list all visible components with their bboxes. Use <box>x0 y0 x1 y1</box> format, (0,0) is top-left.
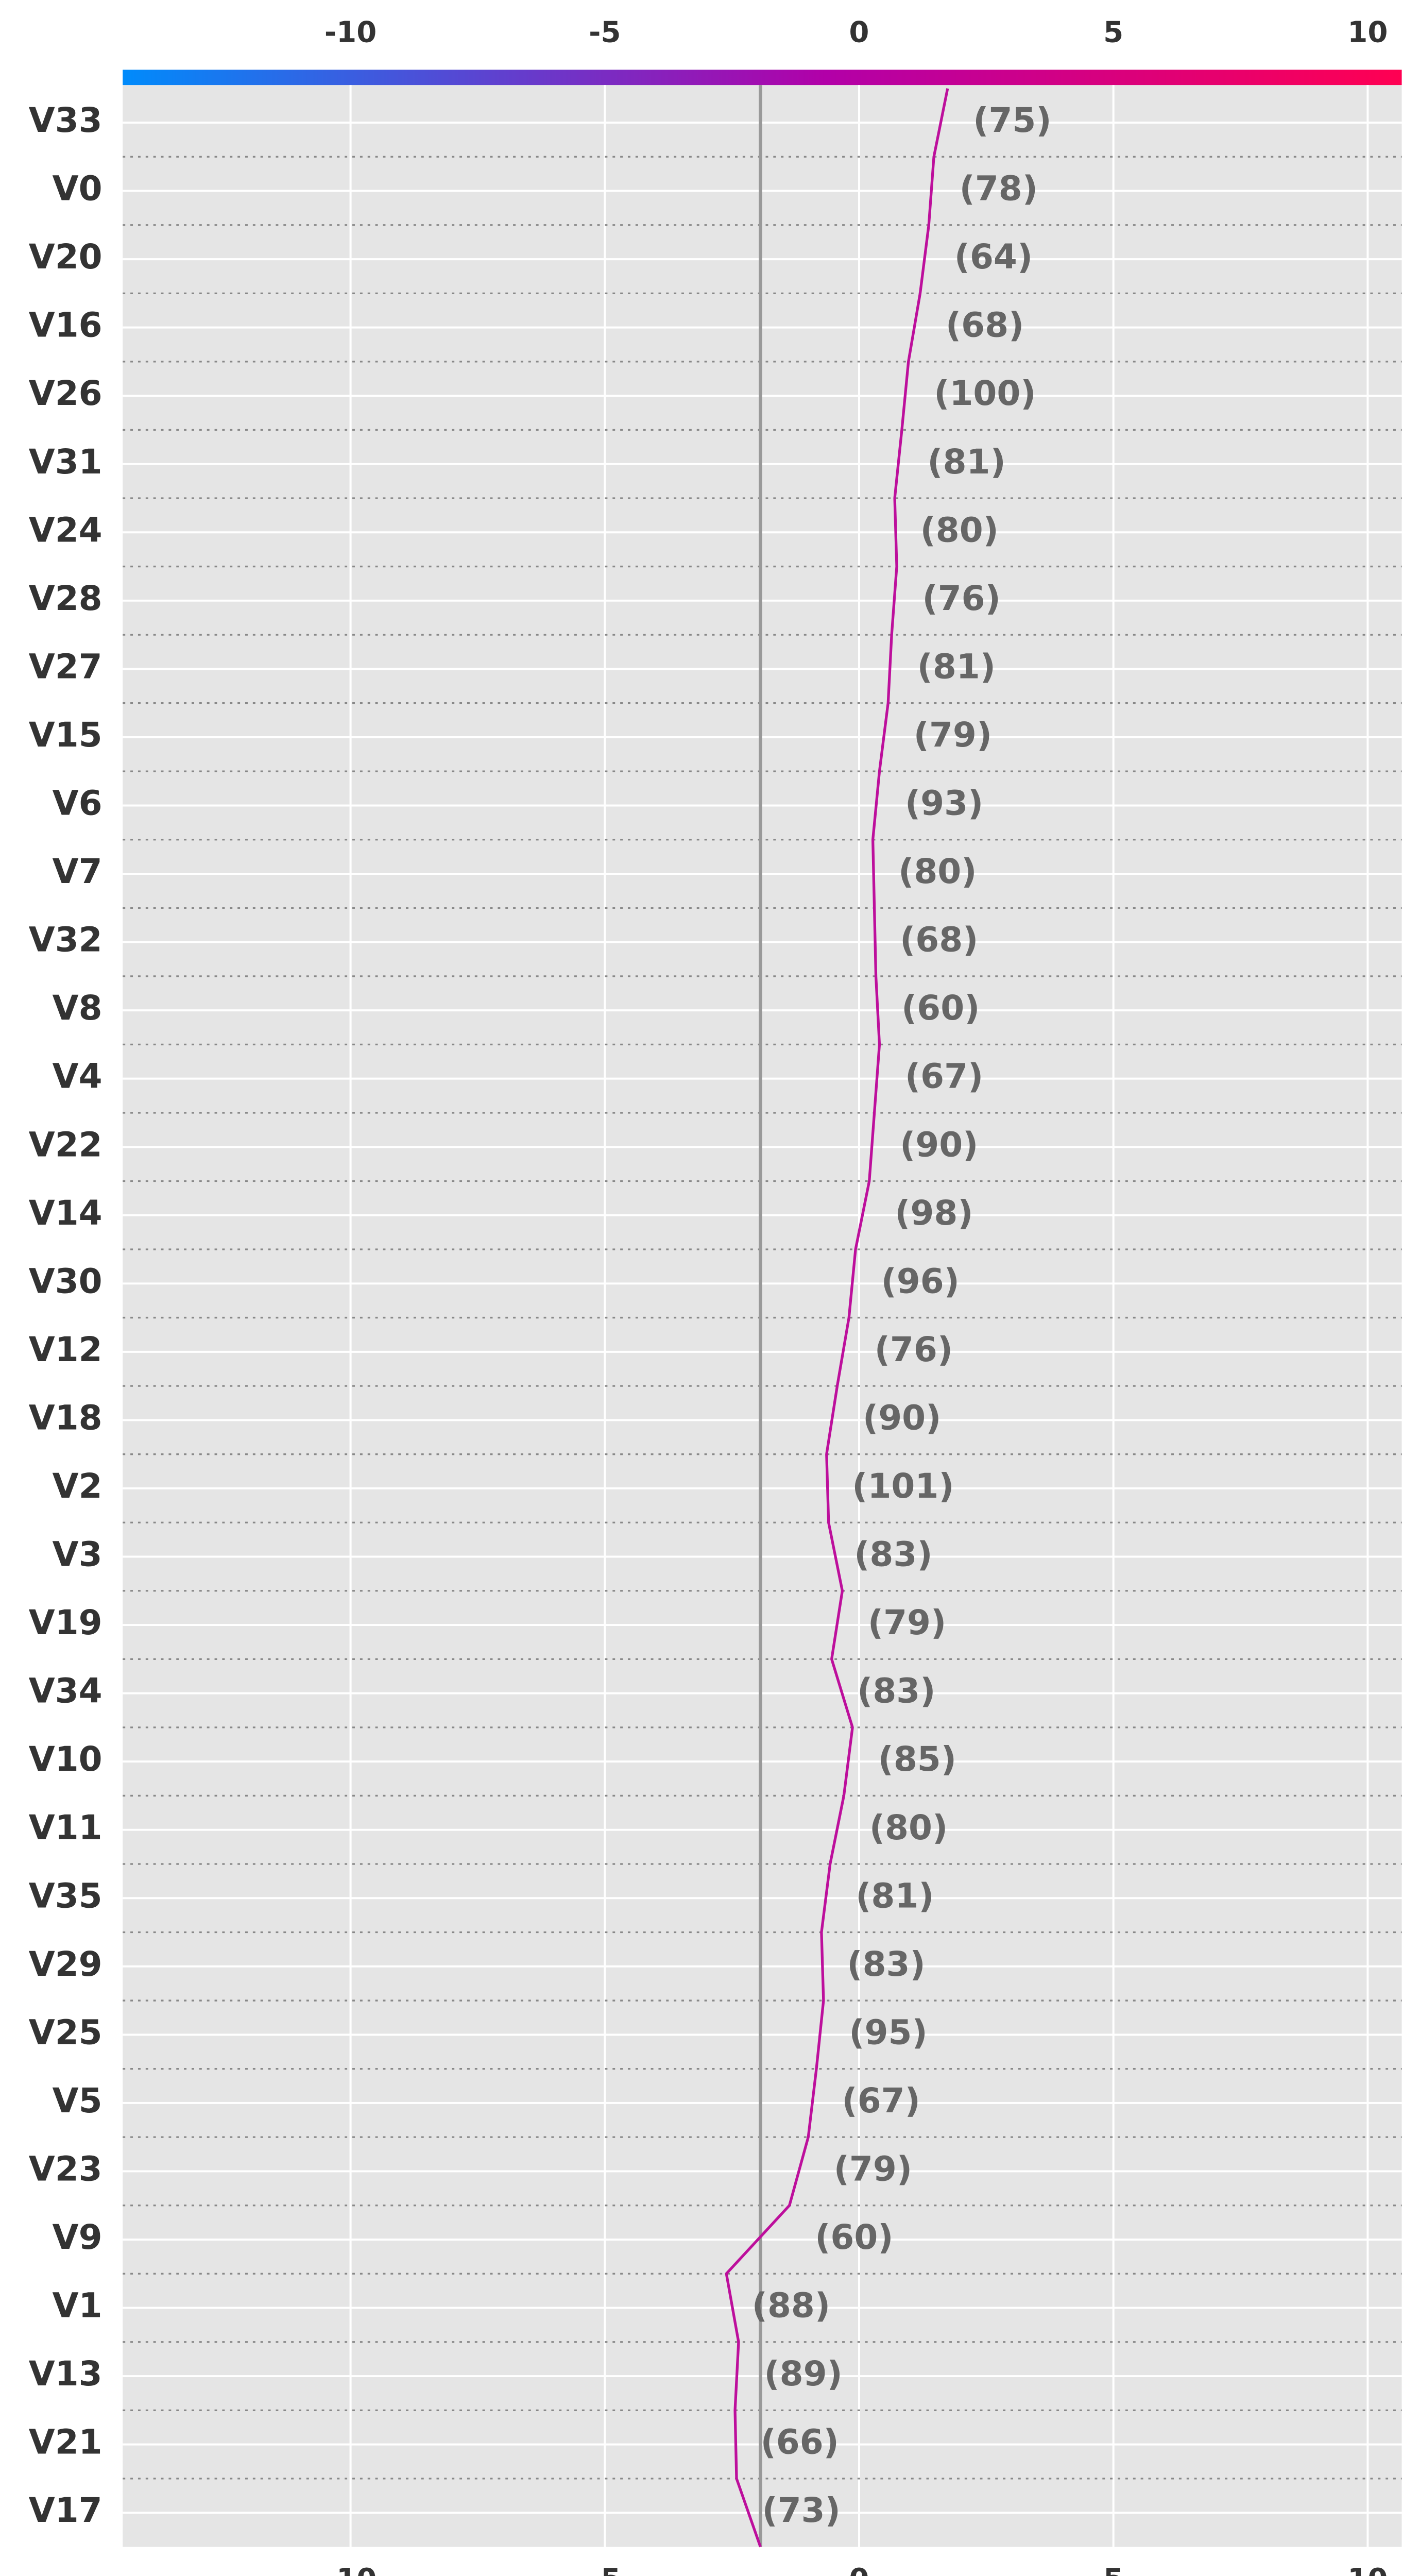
feature-value-label: (88) <box>752 2286 830 2326</box>
y-tick-label: V29 <box>29 1944 102 1984</box>
feature-value-label: (60) <box>815 2217 893 2257</box>
y-tick-label: V26 <box>29 374 102 413</box>
feature-value-label: (93) <box>905 784 983 823</box>
y-tick-label: V18 <box>29 1398 102 1437</box>
feature-value-label: (98) <box>895 1193 973 1233</box>
y-tick-label: V34 <box>29 1671 102 1711</box>
feature-value-label: (66) <box>761 2422 839 2462</box>
feature-value-label: (67) <box>842 2081 920 2121</box>
y-tick-label: V6 <box>53 784 102 823</box>
feature-value-label: (76) <box>922 579 1001 618</box>
y-tick-label: V24 <box>29 510 102 550</box>
y-tick-label: V15 <box>29 715 102 755</box>
feature-value-label: (85) <box>878 1739 956 1779</box>
feature-value-label: (79) <box>868 1603 946 1642</box>
feature-value-label: (96) <box>881 1261 960 1301</box>
x-tick-label: 5 <box>1103 2563 1123 2576</box>
colorbar <box>123 70 1402 86</box>
feature-value-label: (80) <box>898 852 977 891</box>
y-tick-label: V9 <box>53 2217 102 2257</box>
y-tick-label: V20 <box>29 237 102 277</box>
y-tick-label: V17 <box>29 2490 102 2530</box>
decision-line <box>725 88 949 2548</box>
y-tick-label: V4 <box>53 1057 102 1096</box>
x-tick-label: 10 <box>1347 2563 1388 2576</box>
y-tick-label: V11 <box>29 1808 102 1848</box>
feature-value-label: (90) <box>900 1125 978 1164</box>
x-tick-label-top: -5 <box>589 16 621 49</box>
x-tick-label-top: 5 <box>1103 16 1123 49</box>
y-tick-label: V19 <box>29 1603 102 1642</box>
y-tick-label: V13 <box>29 2354 102 2394</box>
feature-value-label: (64) <box>954 237 1033 277</box>
feature-value-label: (79) <box>834 2149 912 2189</box>
feature-value-label: (83) <box>847 1944 925 1984</box>
y-tick-label: V5 <box>53 2081 102 2121</box>
feature-value-label: (76) <box>875 1330 953 1369</box>
feature-value-label: (80) <box>920 510 999 550</box>
feature-value-label: (81) <box>917 647 996 686</box>
x-tick-label: 0 <box>849 2563 869 2576</box>
x-tick-label: -5 <box>589 2563 621 2576</box>
feature-value-label: (95) <box>849 2012 927 2052</box>
feature-value-label: (68) <box>946 306 1024 345</box>
x-tick-label-top: 10 <box>1347 16 1388 49</box>
y-tick-label: V3 <box>53 1535 102 1574</box>
feature-value-label: (83) <box>857 1671 935 1711</box>
plot-background <box>123 85 1402 2547</box>
y-tick-label: V33 <box>29 100 102 140</box>
y-tick-label: V23 <box>29 2149 102 2189</box>
feature-value-label: (81) <box>856 1876 934 1916</box>
feature-value-label: (89) <box>764 2354 842 2394</box>
feature-value-label: (81) <box>927 442 1005 482</box>
x-tick-label-top: -10 <box>324 16 377 49</box>
y-tick-label: V31 <box>29 442 102 482</box>
y-tick-label: V8 <box>53 988 102 1028</box>
feature-value-label: (73) <box>762 2490 841 2530</box>
y-tick-label: V10 <box>29 1739 102 1779</box>
y-tick-label: V22 <box>29 1125 102 1164</box>
y-tick-label: V21 <box>29 2422 102 2462</box>
y-tick-label: V7 <box>53 852 102 891</box>
y-tick-label: V1 <box>53 2286 102 2326</box>
x-tick-label-top: 0 <box>849 16 869 49</box>
feature-value-label: (100) <box>934 374 1036 413</box>
y-tick-label: V12 <box>29 1330 102 1369</box>
y-tick-label: V14 <box>29 1193 102 1233</box>
feature-value-label: (67) <box>905 1057 983 1096</box>
x-tick-label: -10 <box>324 2563 377 2576</box>
y-tick-label: V2 <box>53 1466 102 1506</box>
y-tick-label: V30 <box>29 1261 102 1301</box>
y-tick-label: V16 <box>29 306 102 345</box>
y-tick-label: V35 <box>29 1876 102 1916</box>
feature-value-label: (101) <box>852 1466 954 1506</box>
feature-value-label: (79) <box>914 715 992 755</box>
y-tick-label: V25 <box>29 2012 102 2052</box>
feature-value-label: (68) <box>900 920 978 960</box>
y-tick-label: V32 <box>29 920 102 960</box>
feature-value-label: (60) <box>901 988 980 1028</box>
feature-value-label: (90) <box>863 1398 941 1437</box>
y-tick-label: V0 <box>53 169 102 209</box>
feature-value-label: (78) <box>960 169 1038 209</box>
feature-value-label: (83) <box>854 1535 932 1574</box>
feature-value-label: (75) <box>973 100 1051 140</box>
y-tick-label: V28 <box>29 579 102 618</box>
feature-value-label: (80) <box>869 1808 948 1848</box>
y-tick-label: V27 <box>29 647 102 686</box>
